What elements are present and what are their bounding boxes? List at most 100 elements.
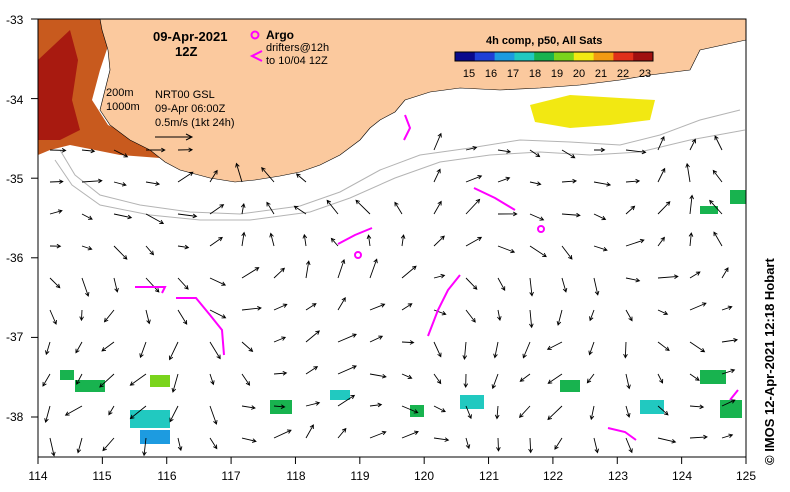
current-arrow (177, 309, 188, 325)
current-arrow (113, 181, 127, 187)
current-arrow (145, 147, 166, 153)
current-arrow (305, 260, 311, 279)
current-arrow (209, 169, 218, 183)
current-arrow (241, 306, 262, 311)
current-arrow (168, 341, 179, 361)
current-arrow (81, 213, 93, 220)
current-arrow (561, 277, 568, 293)
current-arrow (129, 405, 147, 420)
current-arrow (689, 271, 701, 279)
axis-ticks (31, 18, 747, 464)
x-tick-label: 118 (286, 469, 306, 483)
current-arrow (625, 277, 641, 283)
current-arrow (528, 437, 533, 454)
current-arrow (493, 341, 499, 359)
current-arrow (113, 149, 129, 158)
current-arrow (142, 437, 147, 457)
current-arrow (721, 399, 736, 407)
current-arrow (326, 199, 339, 215)
current-arrow (369, 335, 384, 343)
current-arrow (689, 404, 705, 410)
x-tick-label: 119 (350, 469, 370, 483)
current-arrow (529, 277, 534, 297)
current-arrow (625, 373, 631, 390)
current-arrow (235, 162, 243, 183)
current-arrow (625, 238, 645, 247)
current-arrow (519, 373, 531, 382)
current-arrow (209, 373, 215, 386)
colorbar-segment (474, 52, 496, 61)
current-arrow (49, 148, 67, 153)
current-arrow (465, 198, 481, 215)
current-arrow (400, 234, 406, 247)
map-date: 09-Apr-2021 (153, 29, 228, 44)
y-tick-label: -36 (6, 251, 24, 265)
current-arrow (209, 204, 225, 215)
current-arrow (81, 148, 96, 154)
current-arrow (589, 405, 595, 421)
current-arrow (49, 209, 63, 215)
current-arrow (241, 341, 254, 352)
current-arrow (266, 201, 275, 215)
current-arrow (625, 309, 633, 322)
current-arrow (305, 366, 319, 375)
current-arrow (497, 309, 502, 322)
current-arrow (465, 145, 478, 151)
current-arrow (64, 405, 83, 416)
x-tick-label: 116 (157, 469, 177, 483)
current-arrow (241, 231, 246, 247)
current-arrow (129, 373, 147, 386)
colorbar-tick: 22 (616, 68, 630, 80)
x-tick-label: 115 (92, 469, 112, 483)
current-arrow (547, 373, 563, 384)
current-arrow (401, 405, 419, 414)
current-arrow (305, 424, 314, 439)
current-arrow (337, 365, 357, 375)
current-arrow (721, 368, 736, 375)
current-arrow (657, 309, 669, 316)
current-arrow (713, 231, 723, 247)
x-tick-label: 117 (221, 469, 241, 483)
current-arrow (593, 147, 606, 153)
current-arrow (241, 373, 251, 386)
colorbar-tick: 21 (594, 68, 608, 80)
current-arrow (145, 309, 151, 325)
current-arrow (465, 405, 472, 420)
x-tick-label: 125 (735, 469, 757, 483)
current-arrow (625, 437, 633, 454)
current-arrow (337, 394, 356, 407)
current-arrow (561, 245, 573, 260)
current-arrow (497, 211, 518, 217)
current-arrow (721, 305, 733, 311)
current-arrow (76, 437, 83, 454)
current-arrow (625, 205, 636, 215)
current-arrow (171, 373, 179, 393)
current-arrow (76, 373, 83, 385)
colorbar-frame (454, 51, 654, 62)
contour-200m (59, 109, 741, 215)
current-arrow (145, 245, 155, 256)
current-arrow (593, 181, 612, 187)
colorbar-segment (554, 52, 575, 61)
current-arrow (593, 213, 607, 221)
current-arrow (49, 277, 61, 289)
current-arrow (369, 373, 387, 379)
drifters-sub-label: to 10/04 12Z (266, 55, 328, 67)
current-arrow (240, 202, 246, 215)
current-arrow (657, 405, 669, 416)
y-tick-label: -34 (6, 93, 24, 107)
current-arrow (529, 213, 545, 221)
current-arrow (209, 405, 218, 425)
current-arrow (108, 405, 115, 416)
current-arrow (433, 273, 446, 279)
current-arrow (273, 404, 286, 409)
current-arrow (177, 437, 183, 452)
current-arrow (305, 330, 320, 343)
current-arrow (721, 433, 734, 439)
colorbar-segment (573, 52, 595, 61)
current-arrow (709, 199, 723, 215)
current-arrow (369, 402, 383, 408)
current-arrow (714, 135, 723, 151)
current-arrow (401, 340, 415, 345)
colorbar-segment (514, 52, 535, 61)
